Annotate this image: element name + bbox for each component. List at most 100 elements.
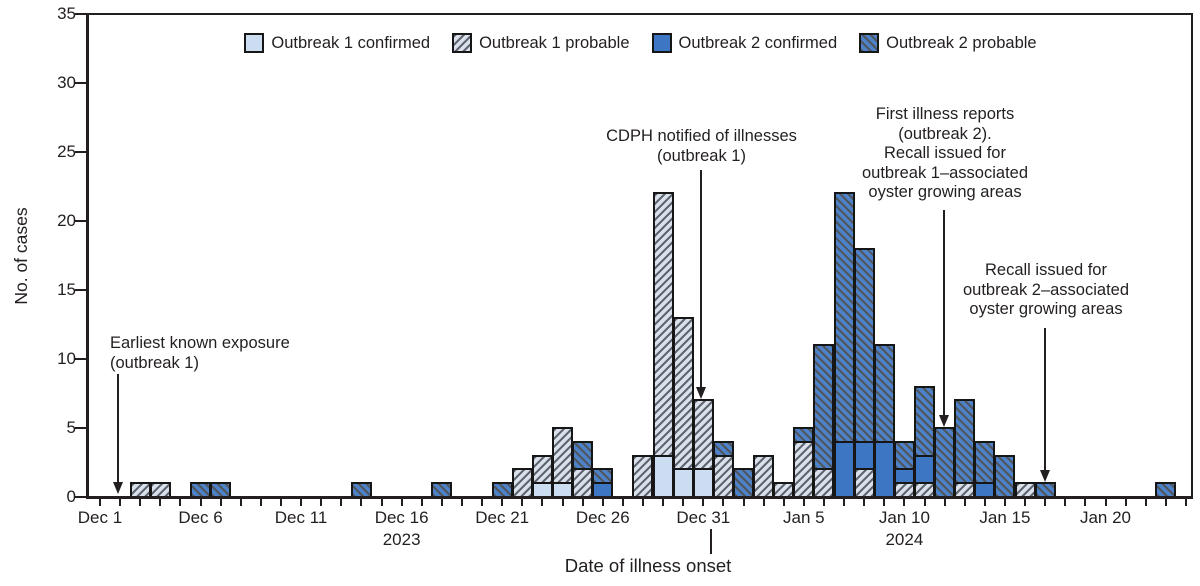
x-axis-title: Date of illness onset xyxy=(564,555,732,576)
outbreak2-probable-swatch-icon xyxy=(859,33,880,53)
x-tick xyxy=(682,498,685,506)
plot-frame-bottom xyxy=(86,496,1193,499)
y-tick-label: 10 xyxy=(57,349,76,368)
x-tick xyxy=(1064,498,1067,506)
bar-segment-o1p xyxy=(692,399,714,471)
bar-segment-o2c xyxy=(853,440,875,471)
x-tick xyxy=(460,498,463,506)
x-tick xyxy=(541,498,544,506)
x-tick xyxy=(420,498,423,506)
x-tick-label: Dec 26 xyxy=(575,508,630,527)
x-tick-label: Dec 1 xyxy=(77,508,123,527)
x-tick xyxy=(360,498,363,506)
y-axis-title: No. of cases xyxy=(11,207,31,305)
outbreak2-confirmed-swatch-icon xyxy=(651,33,672,53)
x-tick xyxy=(1144,498,1147,506)
x-tick xyxy=(1164,498,1167,506)
bar-segment-o1p xyxy=(632,454,654,498)
x-tick xyxy=(702,498,705,506)
bar-segment-o1p xyxy=(572,468,594,498)
y-tick-label: 30 xyxy=(57,73,76,92)
x-tick xyxy=(340,498,343,506)
bar-segment-o2p xyxy=(873,344,895,443)
x-tick xyxy=(239,498,242,506)
x-tick-label: Dec 6 xyxy=(178,508,223,527)
x-tick-label: Dec 11 xyxy=(274,508,328,527)
bar-segment-o1c xyxy=(692,468,714,498)
bar-segment-o1p xyxy=(552,427,574,485)
bar-segment-o1p xyxy=(853,468,875,498)
bar-segment-o2p xyxy=(994,454,1016,498)
bar-segment-o2c xyxy=(873,440,895,498)
year-label: 2023 xyxy=(382,530,421,549)
annotation-arrow-head xyxy=(1039,470,1050,482)
bar-segment-o2p xyxy=(954,399,976,485)
bar-segment-o1p xyxy=(652,192,674,457)
x-tick xyxy=(601,498,604,506)
y-tick xyxy=(75,496,86,498)
legend-label: Outbreak 2 probable xyxy=(886,33,1037,52)
bar-segment-o1c xyxy=(652,454,674,498)
x-tick xyxy=(1024,498,1027,506)
x-tick xyxy=(320,498,323,506)
y-tick-label: 20 xyxy=(57,211,76,230)
x-tick xyxy=(119,498,122,506)
annotation-arrow-head xyxy=(938,415,949,427)
x-tick xyxy=(400,498,403,506)
y-tick-label: 5 xyxy=(66,418,76,437)
bar-segment-o2p xyxy=(592,468,614,485)
bar-segment-o2p xyxy=(733,468,755,498)
bar-segment-o2p xyxy=(572,440,594,471)
y-tick xyxy=(75,13,86,15)
x-tick xyxy=(883,498,886,506)
bar-segment-o2p xyxy=(934,427,956,498)
annotation-arrow-head xyxy=(695,387,706,399)
bar-segment-o2p xyxy=(853,247,875,443)
y-tick-label: 0 xyxy=(66,487,76,506)
y-tick xyxy=(75,220,86,222)
x-tick xyxy=(259,498,262,506)
y-tick xyxy=(75,82,86,84)
x-tick xyxy=(722,498,725,506)
x-tick xyxy=(300,498,303,506)
x-tick xyxy=(923,498,926,506)
annotation-text: Earliest known exposure (outbreak 1) xyxy=(110,334,290,372)
x-tick-label: Jan 5 xyxy=(783,508,825,527)
x-tick xyxy=(1044,498,1047,506)
x-tick-label: Jan 20 xyxy=(1079,508,1132,527)
y-tick-label: 35 xyxy=(57,4,76,23)
legend-item-outbreak2-probable: Outbreak 2 probable xyxy=(859,33,1037,53)
bar-segment-o1p xyxy=(793,440,815,498)
x-tick xyxy=(863,498,866,506)
bar-segment-o2p xyxy=(893,440,915,471)
bar-segment-o2p xyxy=(793,427,815,443)
x-tick xyxy=(983,498,986,506)
year-label: 2024 xyxy=(885,530,924,549)
bar-segment-o2c xyxy=(893,468,915,485)
x-tick xyxy=(279,498,282,506)
bar-segment-o2p xyxy=(914,385,935,457)
legend: Outbreak 1 confirmed Outbreak 1 probable… xyxy=(88,33,1193,53)
bar-segment-o1p xyxy=(531,454,553,485)
y-tick xyxy=(75,151,86,153)
x-tick xyxy=(822,498,825,506)
bar-segment-o2p xyxy=(712,440,734,457)
x-tick xyxy=(943,498,946,506)
outbreak1-probable-swatch-icon xyxy=(452,33,473,53)
bar-segment-o1p xyxy=(672,316,694,471)
x-tick xyxy=(380,498,383,506)
annotation-arrow-head xyxy=(112,482,123,494)
y-axis-line xyxy=(86,13,89,498)
legend-label: Outbreak 2 confirmed xyxy=(678,33,838,52)
bar-segment-o1p xyxy=(753,454,775,498)
annotation-arrow-shaft xyxy=(943,210,945,417)
x-tick xyxy=(963,498,966,506)
x-tick-label: Dec 21 xyxy=(475,508,530,527)
legend-label: Outbreak 1 probable xyxy=(479,33,630,52)
annotation-arrow-shaft xyxy=(700,170,702,389)
year-divider xyxy=(710,529,712,554)
x-tick xyxy=(1003,498,1006,506)
bar-segment-o2c xyxy=(833,440,855,498)
outbreak1-confirmed-swatch-icon xyxy=(244,33,265,53)
